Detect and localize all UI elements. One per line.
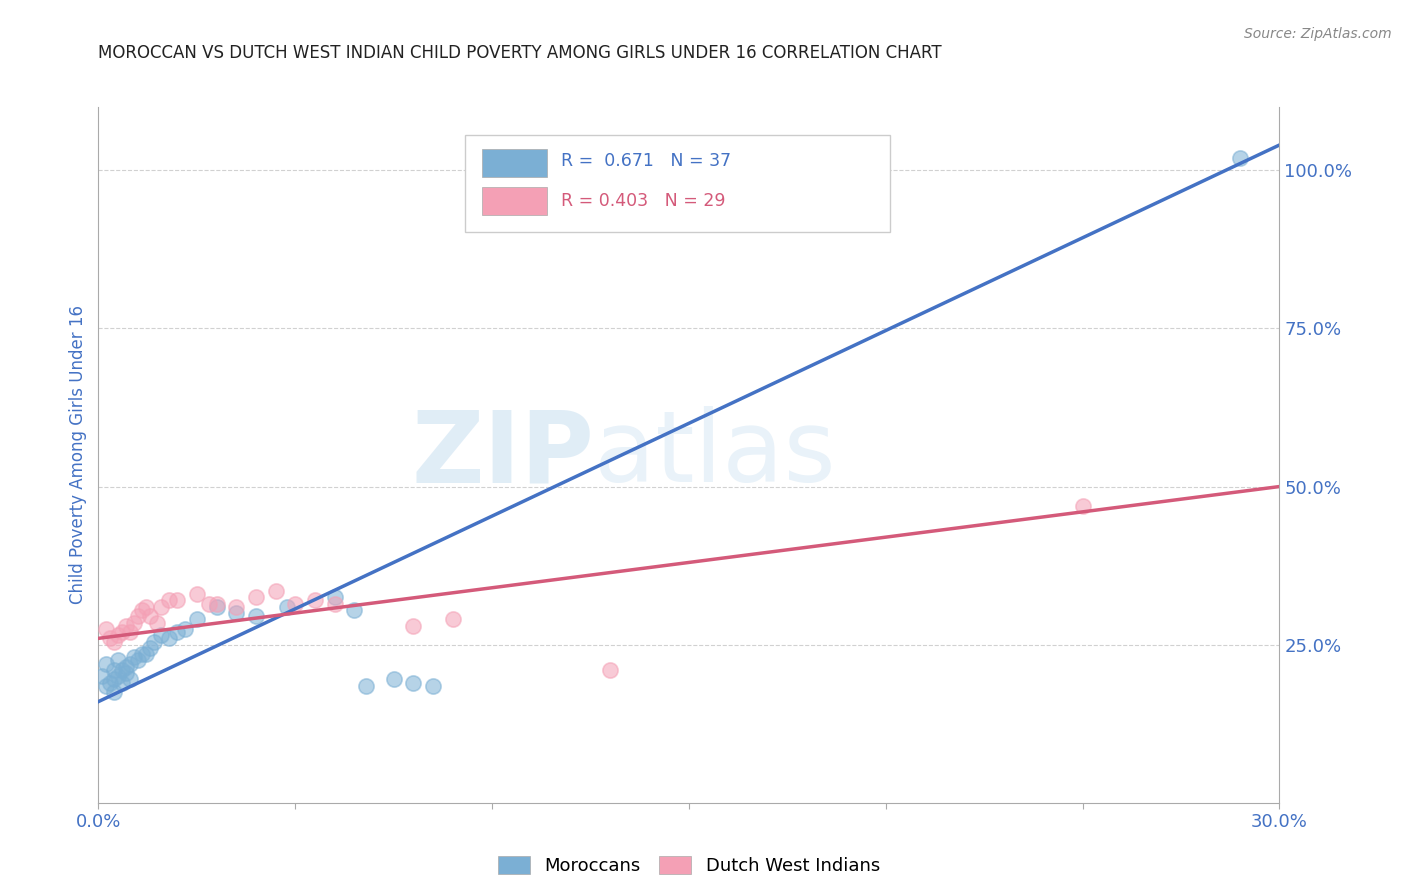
Point xyxy=(354,679,377,693)
Point xyxy=(146,615,169,630)
FancyBboxPatch shape xyxy=(482,187,547,215)
Point xyxy=(118,673,141,687)
Point xyxy=(103,634,125,648)
Point xyxy=(98,632,121,646)
Text: ZIP: ZIP xyxy=(412,407,595,503)
Point xyxy=(150,628,173,642)
Point xyxy=(103,673,125,687)
Point xyxy=(111,625,134,640)
Point xyxy=(1229,151,1251,165)
Point xyxy=(135,599,157,614)
Point xyxy=(115,660,138,674)
Point xyxy=(205,597,228,611)
Point xyxy=(599,663,621,677)
Text: MOROCCAN VS DUTCH WEST INDIAN CHILD POVERTY AMONG GIRLS UNDER 16 CORRELATION CHA: MOROCCAN VS DUTCH WEST INDIAN CHILD POVE… xyxy=(98,45,942,62)
Point xyxy=(135,647,157,661)
Point xyxy=(225,599,247,614)
Point xyxy=(174,622,197,636)
Point xyxy=(323,591,346,605)
Point xyxy=(245,609,267,624)
Point xyxy=(157,632,180,646)
FancyBboxPatch shape xyxy=(464,135,890,232)
Point xyxy=(122,650,145,665)
Text: R = 0.403   N = 29: R = 0.403 N = 29 xyxy=(561,192,725,210)
Point xyxy=(225,606,247,620)
Point xyxy=(402,618,425,632)
Point xyxy=(264,583,287,598)
Point xyxy=(122,615,145,630)
Point xyxy=(205,599,228,614)
Point xyxy=(166,593,188,607)
Point xyxy=(150,599,173,614)
Point xyxy=(96,622,118,636)
Point xyxy=(276,599,298,614)
Point xyxy=(115,666,138,681)
Point xyxy=(127,609,149,624)
Point xyxy=(245,591,267,605)
Point xyxy=(131,603,153,617)
Point xyxy=(304,593,326,607)
Point xyxy=(166,625,188,640)
Text: R =  0.671   N = 37: R = 0.671 N = 37 xyxy=(561,153,731,170)
Point xyxy=(111,675,134,690)
Point xyxy=(127,653,149,667)
Point xyxy=(186,587,208,601)
Point xyxy=(103,663,125,677)
Point xyxy=(98,675,121,690)
Point xyxy=(186,612,208,626)
Point xyxy=(1071,499,1094,513)
Point xyxy=(131,647,153,661)
Point xyxy=(138,609,160,624)
Point xyxy=(107,653,129,667)
Point xyxy=(422,679,444,693)
Point xyxy=(107,669,129,683)
Point xyxy=(323,597,346,611)
Point xyxy=(138,640,160,655)
Point xyxy=(343,603,366,617)
Point xyxy=(96,679,118,693)
Point xyxy=(402,675,425,690)
FancyBboxPatch shape xyxy=(482,149,547,177)
Legend: Moroccans, Dutch West Indians: Moroccans, Dutch West Indians xyxy=(489,847,889,884)
Text: Source: ZipAtlas.com: Source: ZipAtlas.com xyxy=(1244,27,1392,41)
Point xyxy=(142,634,165,648)
Point xyxy=(103,685,125,699)
Y-axis label: Child Poverty Among Girls Under 16: Child Poverty Among Girls Under 16 xyxy=(69,305,87,605)
Point xyxy=(157,593,180,607)
Point xyxy=(91,669,114,683)
Point xyxy=(115,618,138,632)
Point xyxy=(284,597,307,611)
Point xyxy=(96,657,118,671)
Point xyxy=(107,628,129,642)
Point xyxy=(118,625,141,640)
Point xyxy=(197,597,219,611)
Point xyxy=(382,673,405,687)
Text: atlas: atlas xyxy=(595,407,837,503)
Point xyxy=(441,612,464,626)
Point xyxy=(118,657,141,671)
Point xyxy=(111,663,134,677)
